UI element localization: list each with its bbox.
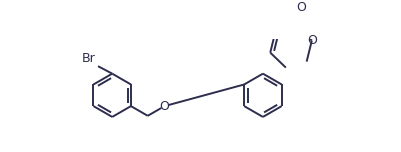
Text: O: O: [295, 1, 305, 14]
Text: O: O: [306, 34, 316, 47]
Text: O: O: [159, 100, 169, 113]
Text: Br: Br: [81, 52, 95, 65]
